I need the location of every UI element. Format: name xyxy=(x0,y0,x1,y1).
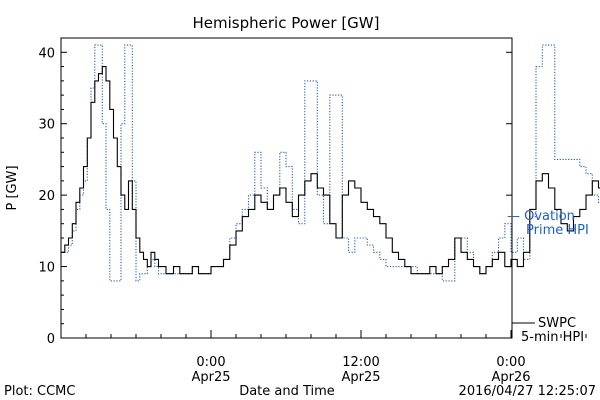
x-tick-time-label: 12:00 xyxy=(342,355,379,370)
y-axis-label: P [GW] xyxy=(5,165,20,210)
y-tick-label: 30 xyxy=(38,118,55,133)
series-ovation-line xyxy=(61,44,600,282)
x-tick-time-label: 0:00 xyxy=(196,355,225,370)
chart-title: Hemispheric Power [GW] xyxy=(193,14,380,32)
legend-ovation-line1: — Ovation xyxy=(507,209,575,224)
legend-ovation-line2: Prime HPI xyxy=(526,223,589,238)
x-tick-date-label: Apr25 xyxy=(191,370,230,385)
series-swpc-line xyxy=(61,66,600,275)
y-tick-label: 40 xyxy=(38,46,55,61)
x-tick-date-label: Apr26 xyxy=(491,370,530,385)
legend-ovation-prime-hpi: — Ovation Prime HPI xyxy=(507,209,589,238)
legend-swpc-line1: SWPC xyxy=(538,316,576,331)
y-tick-label: 20 xyxy=(38,189,55,204)
legend-swpc-5min-hpi: SWPC 5-min HPI xyxy=(512,316,584,345)
x-axis-label: Date and Time xyxy=(239,384,335,399)
plot-credit: Plot: CCMC xyxy=(4,384,75,399)
x-tick-time-label: 0:00 xyxy=(496,355,525,370)
y-tick-label: 10 xyxy=(38,261,55,276)
series-layer xyxy=(61,44,600,282)
y-tick-label: 0 xyxy=(47,332,55,347)
x-tick-date-label: Apr25 xyxy=(341,370,380,385)
legend-swpc-line2: 5-min HPI xyxy=(521,330,584,345)
x-axis-ticks: 0:00Apr2512:00Apr250:00Apr2612:00Apr260:… xyxy=(60,330,587,385)
plot-timestamp: 2016/04/27 12:25:07 xyxy=(459,384,596,399)
